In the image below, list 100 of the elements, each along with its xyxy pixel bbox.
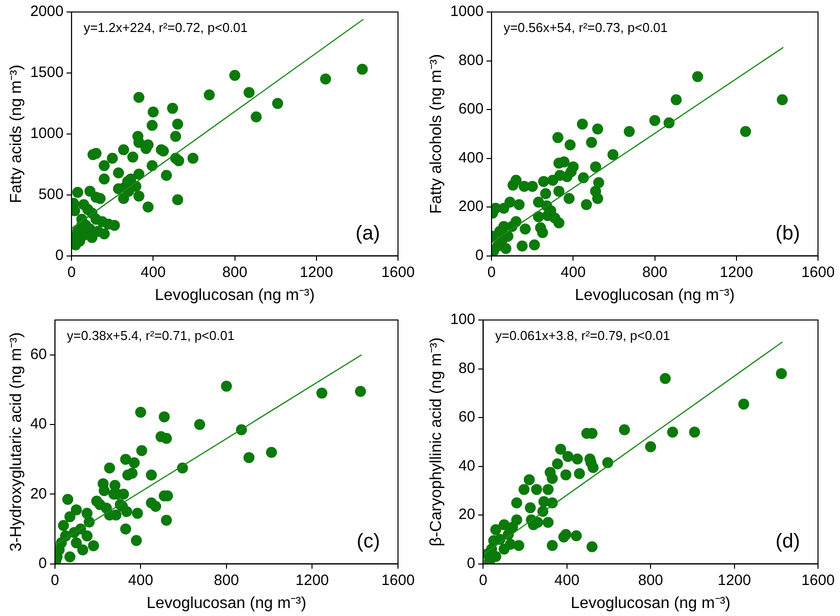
y-tick-label: 0: [475, 246, 484, 264]
annotation: (a): [356, 222, 380, 244]
annotation: y=0.38x+5.4, r²=0.71, p<0.01: [66, 328, 235, 344]
point: [354, 386, 366, 397]
point: [130, 534, 142, 546]
point: [120, 454, 132, 465]
point: [98, 485, 110, 496]
point: [524, 474, 535, 486]
point: [160, 514, 172, 526]
point: [524, 502, 536, 514]
y-axis-title: β-Caryophyllinic acid (ng m⁻³): [428, 337, 446, 546]
annotation: (b): [776, 222, 800, 244]
point: [660, 373, 671, 384]
point: [194, 418, 206, 430]
x-tick-label: 400: [140, 264, 166, 281]
y-tick-label: 1500: [30, 64, 64, 82]
point: [88, 540, 99, 552]
point: [511, 497, 522, 508]
y-axis-title: Fatty alcohols (ng m⁻³): [428, 54, 446, 214]
point: [542, 484, 554, 495]
x-tick-label: 800: [642, 264, 668, 281]
x-tick-label: 400: [560, 264, 586, 281]
x-tick-label: 1600: [801, 264, 835, 281]
y-tick-label: 800: [458, 52, 484, 69]
x-tick-label: 400: [554, 572, 580, 589]
point: [562, 451, 574, 462]
y-tick-label: 200: [458, 198, 484, 216]
y-tick-label: 1000: [30, 125, 64, 142]
y-tick-label: 0: [38, 554, 47, 572]
point: [689, 426, 700, 438]
point: [120, 523, 132, 534]
point: [618, 424, 630, 436]
annotation: y=1.2x+224, r²=0.72, p<0.01: [84, 20, 248, 36]
y-tick-label: 60: [30, 346, 47, 363]
point: [667, 426, 678, 438]
point: [128, 457, 140, 468]
point: [570, 530, 582, 542]
x-axis-title: Levoglucosan (ng m⁻³): [570, 594, 730, 612]
point: [70, 504, 82, 516]
x-tick-label: 1600: [381, 264, 415, 281]
point: [132, 508, 143, 519]
y-tick-label: 100: [450, 311, 476, 328]
x-tick-label: 0: [67, 264, 76, 281]
x-axis-title: Levoglucosan (ng m⁻³): [574, 286, 735, 304]
x-tick-label: 1200: [720, 264, 754, 281]
annotation: (c): [356, 530, 380, 552]
point: [104, 462, 116, 474]
x-tick-label: 400: [128, 572, 154, 589]
y-tick-label: 20: [458, 506, 476, 524]
point: [645, 441, 656, 452]
x-tick-label: 800: [222, 264, 248, 281]
y-tick-label: 2000: [30, 3, 64, 20]
point: [574, 468, 585, 480]
y-tick-label: 80: [458, 360, 476, 377]
y-tick-label: 400: [458, 149, 484, 166]
point: [58, 520, 69, 531]
x-tick-label: 0: [487, 264, 496, 281]
annotation: (d): [776, 530, 800, 552]
x-tick-label: 800: [214, 572, 239, 589]
point: [82, 508, 93, 519]
y-tick-label: 500: [38, 186, 64, 203]
point: [531, 484, 542, 495]
point: [135, 406, 146, 418]
y-tick-label: 40: [30, 416, 47, 433]
point: [77, 544, 88, 556]
x-tick-label: 1200: [718, 572, 751, 589]
x-tick-label: 1200: [296, 572, 329, 589]
point: [160, 432, 172, 444]
x-tick-label: 1600: [801, 572, 835, 589]
point: [572, 453, 583, 464]
point: [64, 511, 76, 522]
annotation: y=0.56x+54, r²=0.73, p<0.01: [504, 20, 668, 36]
y-tick-label: 0: [466, 554, 476, 572]
point: [243, 452, 254, 464]
point: [82, 530, 93, 542]
point: [64, 551, 76, 562]
point: [504, 538, 516, 550]
y-tick-label: 0: [55, 246, 64, 264]
x-tick-label: 1200: [300, 264, 334, 281]
point: [555, 444, 566, 455]
y-tick-label: 20: [30, 485, 47, 502]
x-axis-title: Levoglucosan (ng m⁻³): [154, 286, 315, 304]
point: [560, 469, 572, 480]
point: [490, 524, 502, 536]
point: [70, 537, 82, 548]
y-tick-label: 60: [458, 408, 476, 426]
y-tick-label: 600: [458, 100, 484, 118]
point: [546, 472, 558, 484]
point: [62, 494, 74, 505]
point: [542, 516, 554, 528]
y-tick-label: 40: [458, 457, 476, 474]
x-tick-label: 800: [638, 572, 664, 589]
point: [266, 446, 277, 458]
x-axis-title: Levoglucosan (ng m⁻³): [146, 594, 306, 612]
point: [316, 388, 328, 399]
annotation: y=0.061x+3.8, r²=0.79, p<0.01: [495, 328, 670, 344]
point: [588, 462, 599, 473]
point: [518, 484, 530, 495]
point: [586, 541, 598, 552]
y-axis-title: Fatty acids (ng m⁻³): [8, 64, 26, 204]
